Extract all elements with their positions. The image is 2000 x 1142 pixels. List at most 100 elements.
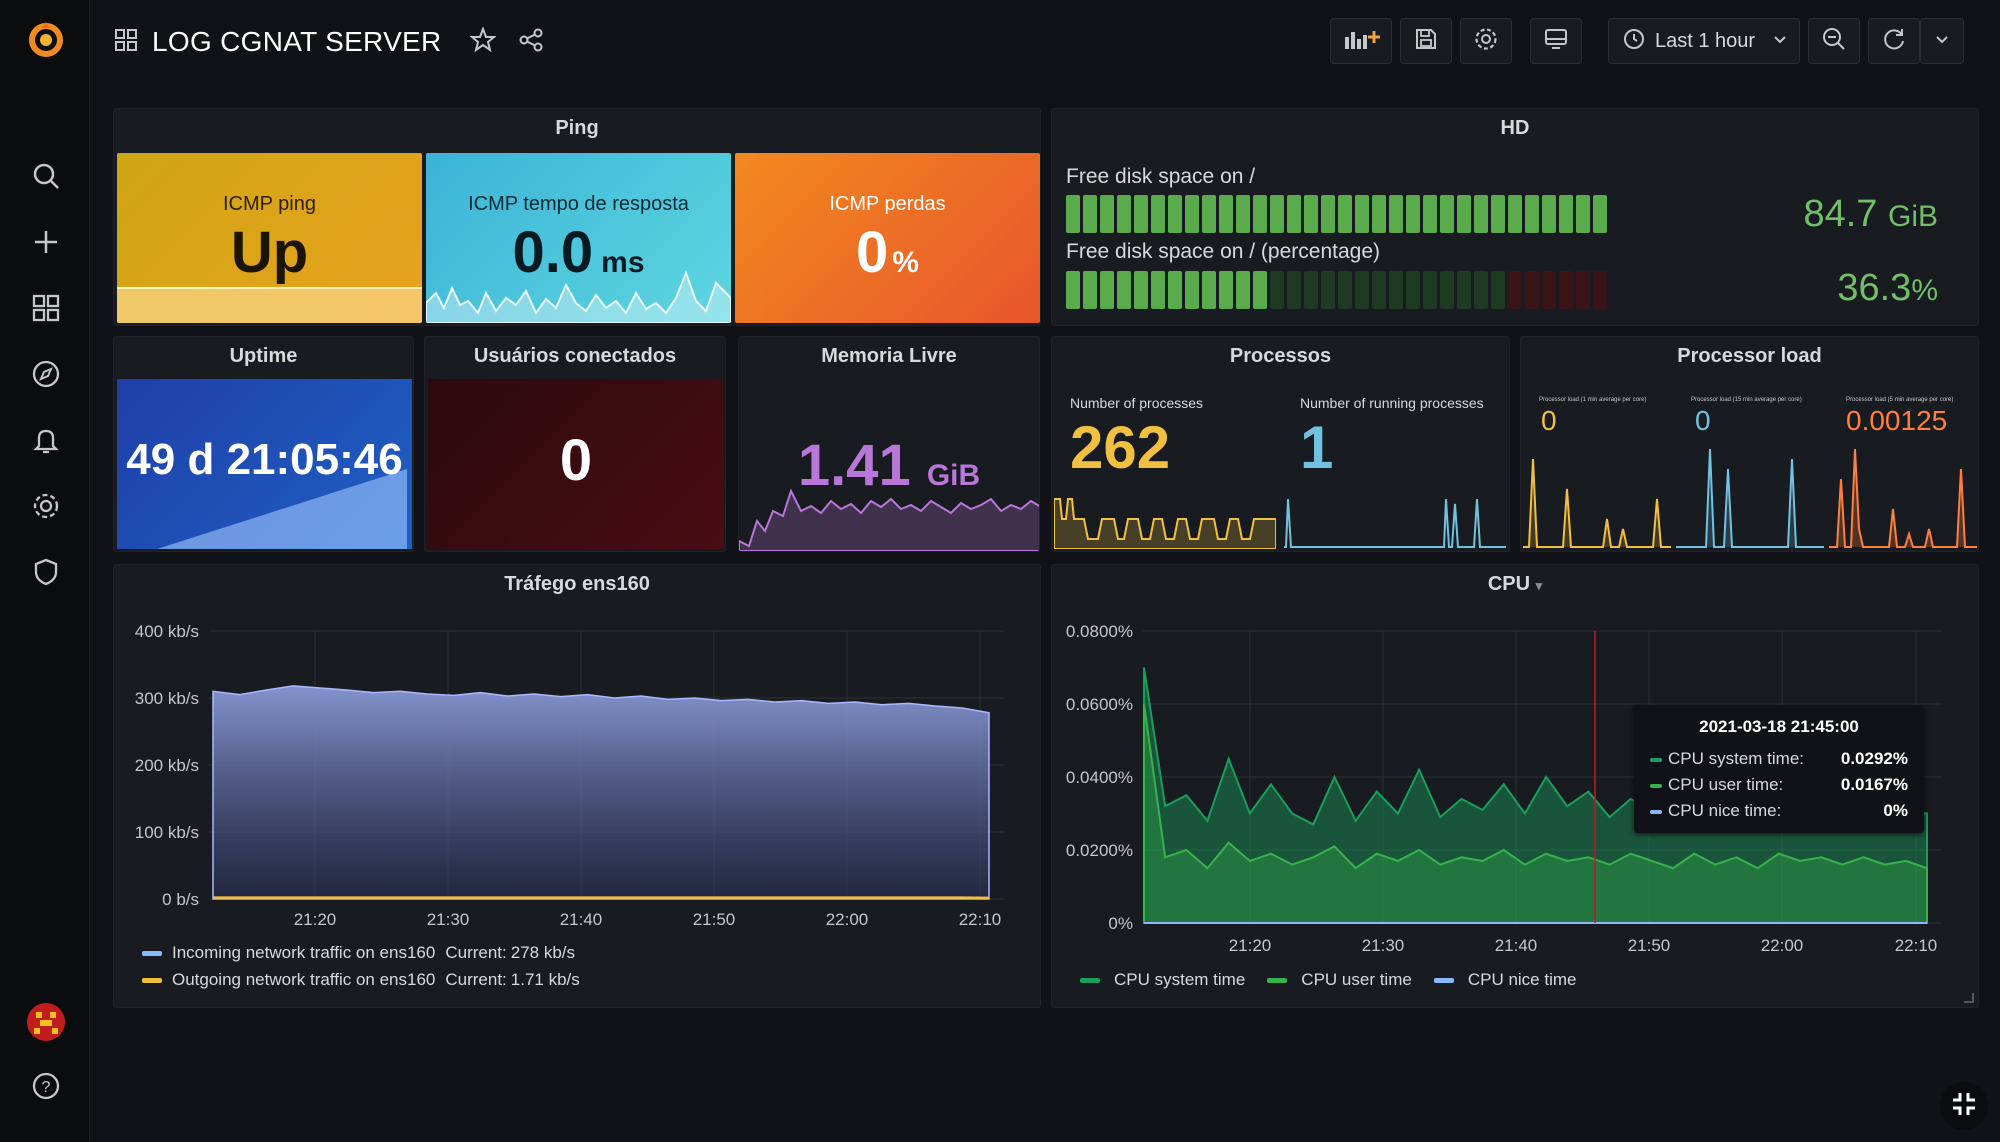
stat-value: Up — [230, 220, 309, 285]
gauge-cell — [1287, 195, 1301, 233]
gauge-cell — [1219, 195, 1233, 233]
tooltip-series: CPU system time: — [1668, 749, 1805, 768]
monitor-icon — [1543, 26, 1569, 57]
gauge-cell — [1253, 195, 1267, 233]
gauge-cell — [1236, 271, 1250, 309]
gauge-unit: GiB — [1887, 200, 1938, 233]
tooltip-series: CPU nice time: — [1668, 801, 1782, 820]
panel-title[interactable]: Tráfego ens160 — [504, 573, 650, 595]
graph-tooltip: 2021-03-18 21:45:00 CPU system time: 0.0… — [1634, 705, 1924, 833]
legend-item[interactable]: Outgoing network traffic on ens160 Curre… — [142, 970, 580, 990]
legend-label[interactable]: CPU user time — [1301, 970, 1412, 989]
cpu-chart[interactable]: 0.0800% 0.0600% 0.0400% 0.0200% 0% 21:20 21:30… — [1052, 565, 1979, 965]
y-tick-label: 0.0400% — [1066, 768, 1133, 787]
legend-swatch — [142, 950, 162, 956]
top-navbar: LOG CGNAT SERVER Last 1 hour — [90, 0, 2000, 84]
panel-title[interactable]: Processor load — [1677, 345, 1822, 367]
sparkline-running-processes — [1284, 498, 1506, 548]
legend-swatch — [1267, 977, 1288, 983]
panel-processor-load: Processor load Processor load (1 min ave… — [1520, 336, 1979, 552]
x-tick-label: 21:20 — [1229, 936, 1272, 955]
gauge-cell — [1134, 195, 1148, 233]
legend-label[interactable]: CPU nice time — [1467, 970, 1577, 989]
gauge-cell — [1304, 195, 1318, 233]
chevron-down-icon: ▾ — [1535, 578, 1543, 593]
dashboards-icon[interactable] — [22, 284, 70, 332]
legend-label: Incoming network traffic on ens160 — [172, 943, 436, 962]
gauge-cell — [1151, 195, 1165, 233]
stat-value: 0 — [1695, 405, 1711, 436]
x-tick-label: 21:50 — [1628, 936, 1671, 955]
stat-label: ICMP perdas — [829, 193, 946, 215]
panel-title[interactable]: Ping — [555, 117, 599, 139]
gauge-cell — [1440, 271, 1454, 309]
gauge-cell — [1457, 195, 1471, 233]
legend-current-label: Current: — [445, 943, 507, 962]
add-panel-button[interactable] — [1330, 18, 1392, 64]
tooltip-value: 0.0167% — [1840, 775, 1908, 794]
configuration-icon[interactable] — [22, 482, 70, 530]
share-icon[interactable] — [518, 27, 544, 58]
stat-value: 1.41 — [797, 433, 911, 498]
legend-swatch — [1080, 977, 1100, 983]
gauge-cell — [1185, 271, 1199, 309]
time-picker-button[interactable]: Last 1 hour — [1608, 18, 1800, 64]
traffic-chart[interactable]: 400 kb/s 300 kb/s 200 kb/s 100 kb/s 0 b/s 21:… — [114, 565, 1041, 945]
stat-value: 0.00125 — [1846, 405, 1948, 436]
star-icon[interactable] — [468, 25, 497, 58]
y-tick-label: 0 b/s — [162, 890, 199, 909]
cycle-view-mode-button[interactable] — [1530, 18, 1582, 64]
legend-item[interactable]: Incoming network traffic on ens160 Curre… — [142, 943, 575, 963]
gauge-cell — [1321, 271, 1335, 309]
save-dashboard-button[interactable] — [1400, 18, 1452, 64]
panel-ping: Ping ICMP ping Up ICMP tempo de resposta… — [113, 108, 1041, 326]
legend-label[interactable]: CPU system time — [1114, 970, 1246, 989]
panel-title[interactable]: CPU ▾ — [1052, 573, 1978, 596]
zoom-out-button[interactable] — [1808, 18, 1860, 64]
sparkline-processes — [1054, 498, 1276, 549]
x-tick-label: 22:10 — [959, 910, 1002, 929]
panel-title[interactable]: Memoria Livre — [821, 345, 957, 367]
panel-title[interactable]: Usuários conectados — [473, 345, 677, 367]
panel-title[interactable]: Uptime — [229, 345, 298, 367]
x-tick-label: 22:00 — [826, 910, 869, 929]
legend-swatch — [1433, 977, 1454, 983]
x-tick-label: 21:30 — [427, 910, 470, 929]
grafana-logo-icon[interactable] — [22, 16, 70, 64]
refresh-interval-button[interactable] — [1920, 18, 1964, 64]
dashboard-settings-button[interactable] — [1460, 18, 1512, 64]
gauge-cell — [1355, 271, 1369, 309]
gauge-cell — [1338, 271, 1352, 309]
panel-title[interactable]: HD — [1500, 117, 1530, 139]
series-incoming — [212, 685, 990, 900]
dashboards-grid-icon[interactable] — [114, 28, 138, 57]
stat-value: 262 — [1070, 414, 1171, 481]
resize-handle[interactable] — [1964, 993, 1974, 1003]
explore-icon[interactable] — [22, 350, 70, 398]
gauge-cell — [1423, 271, 1437, 309]
sparkline-icmp-response — [426, 270, 731, 323]
plus-icon[interactable] — [22, 218, 70, 266]
gauge-cell — [1508, 271, 1522, 309]
panel-title[interactable]: Processos — [1229, 345, 1332, 367]
gauge-cell — [1576, 195, 1590, 233]
gauge-cell — [1474, 271, 1488, 309]
exit-kiosk-button[interactable] — [1940, 1082, 1988, 1130]
avatar[interactable] — [22, 998, 70, 1046]
search-icon[interactable] — [22, 152, 70, 200]
stat-icmp-ping: ICMP ping Up — [117, 153, 422, 323]
help-icon[interactable]: ? — [22, 1062, 70, 1110]
shield-icon[interactable] — [22, 548, 70, 596]
gauge-cell — [1338, 195, 1352, 233]
gauge-cell — [1525, 271, 1539, 309]
gauge-cell — [1253, 271, 1267, 309]
dashboard-title[interactable]: LOG CGNAT SERVER — [152, 26, 442, 57]
gauge-cell — [1508, 195, 1522, 233]
clock-icon — [1623, 28, 1645, 55]
panel-cpu: CPU ▾ 0.0800% 0.0600% 0.0400% 0.0200% 0% 21:2… — [1051, 564, 1979, 1008]
tooltip-row: CPU system time: 0.0292% — [1650, 749, 1908, 769]
alerting-icon[interactable] — [22, 416, 70, 464]
stat-label: Number of running processes — [1300, 395, 1484, 411]
refresh-button[interactable] — [1868, 18, 1920, 64]
gear-icon — [1473, 26, 1499, 57]
